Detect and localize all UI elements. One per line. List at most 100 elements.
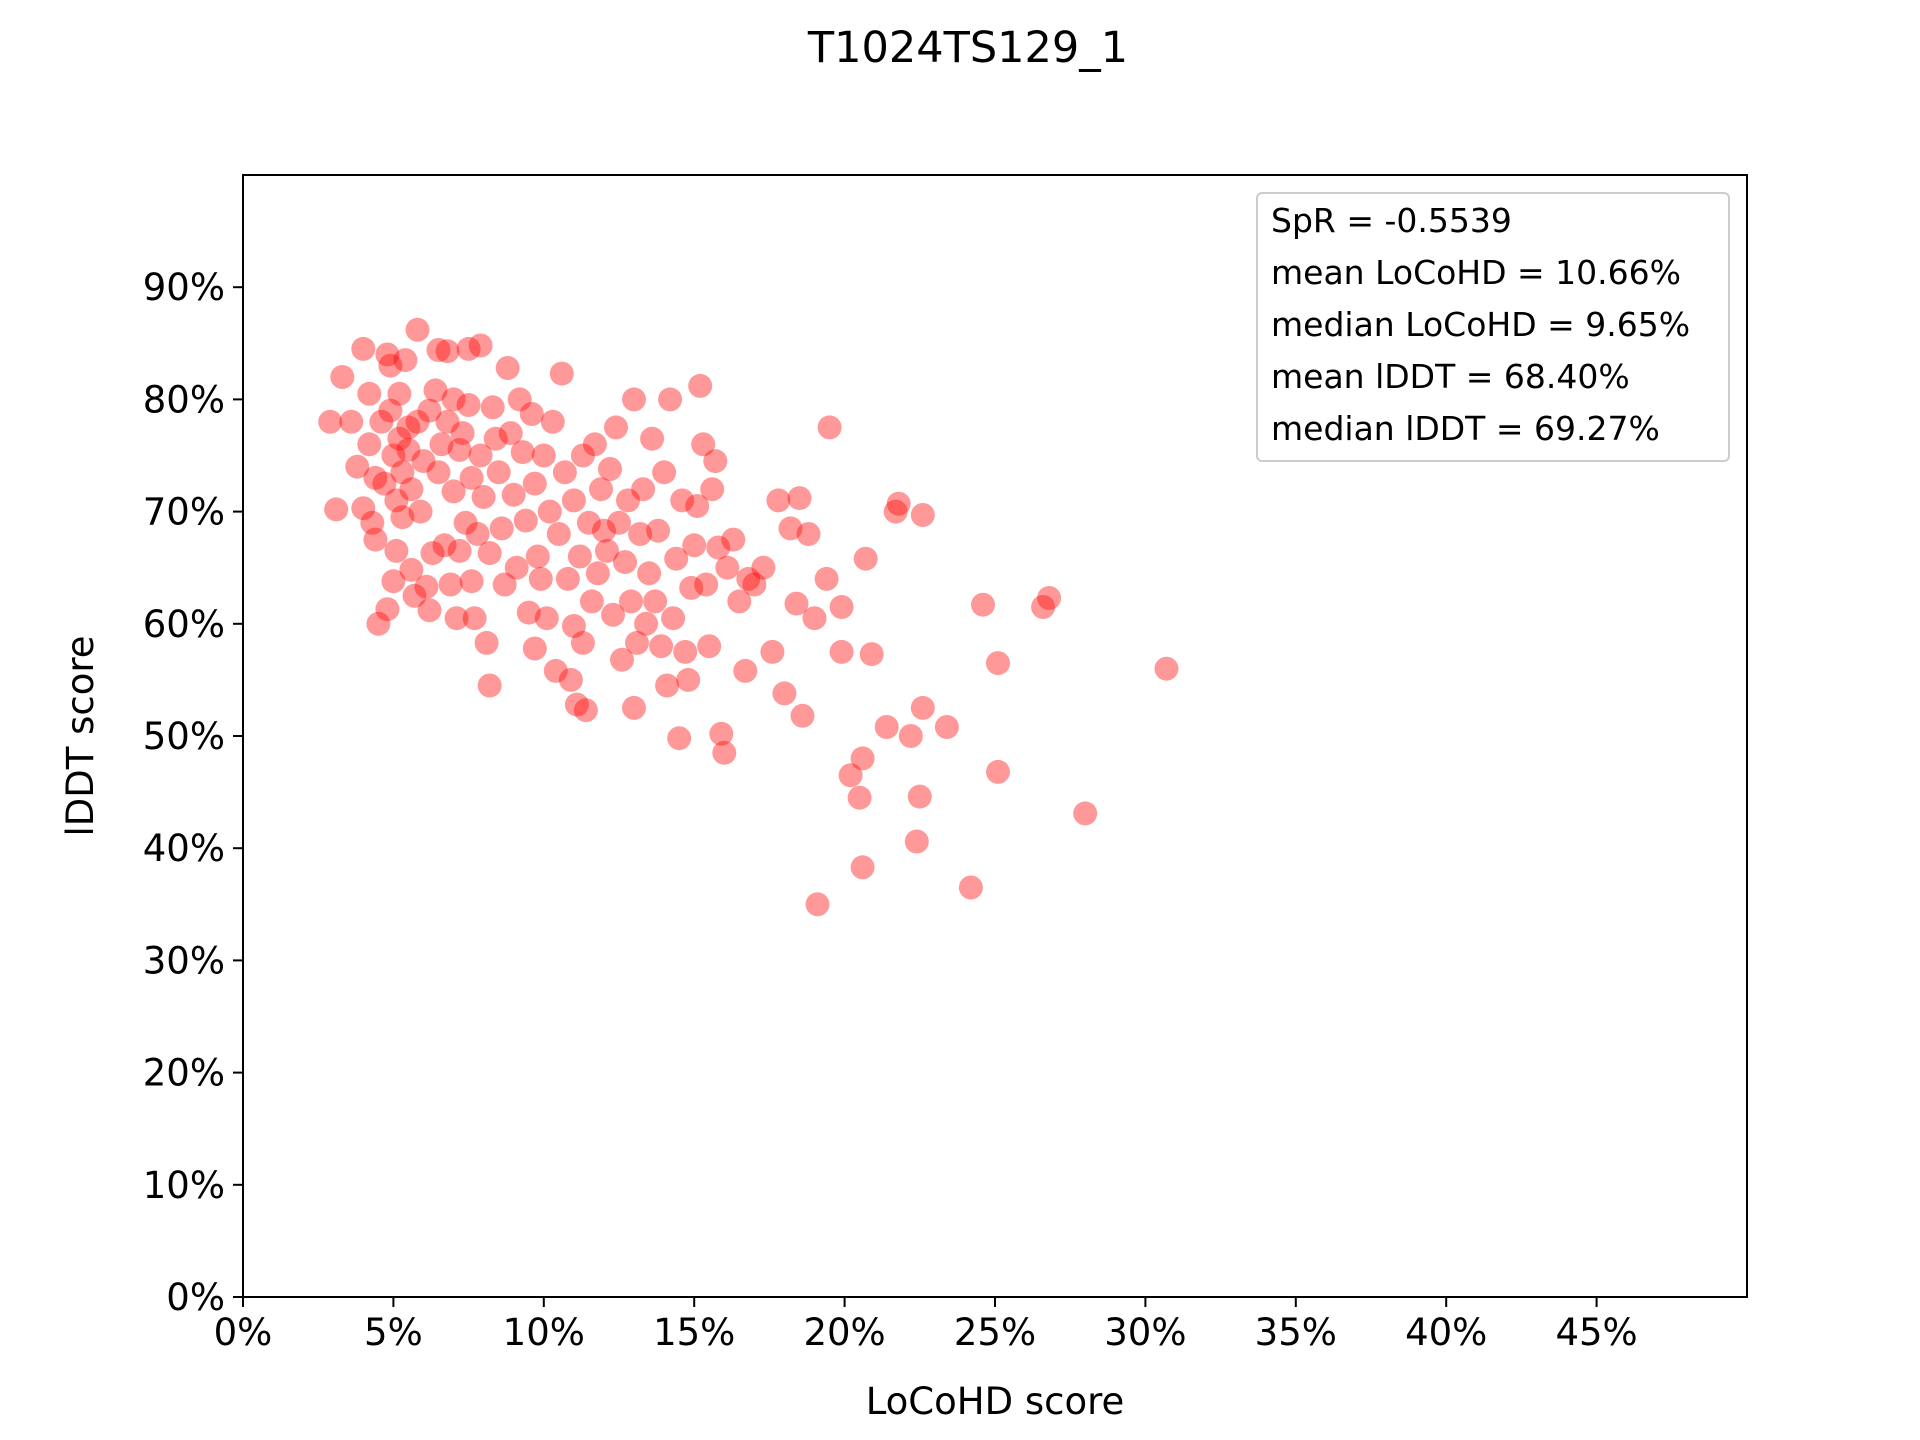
x-tick-label-3: 15% <box>653 1311 735 1354</box>
data-point-97 <box>561 488 586 513</box>
data-point-180 <box>898 724 923 748</box>
data-point-24 <box>387 426 412 451</box>
data-point-184 <box>910 503 935 527</box>
data-point-11 <box>363 465 388 490</box>
data-point-140 <box>685 494 710 518</box>
data-point-123 <box>634 611 659 636</box>
data-point-172 <box>847 785 872 810</box>
data-point-32 <box>402 583 427 608</box>
data-point-6 <box>351 496 376 521</box>
data-point-75 <box>501 482 526 507</box>
data-point-155 <box>742 572 767 597</box>
data-point-80 <box>516 600 541 625</box>
data-point-139 <box>682 533 707 558</box>
data-point-9 <box>360 510 385 535</box>
data-point-91 <box>546 522 571 546</box>
x-tick-label-5: 25% <box>954 1311 1036 1354</box>
data-point-44 <box>429 432 454 457</box>
data-point-100 <box>570 443 595 468</box>
data-point-92 <box>549 361 574 386</box>
data-point-12 <box>366 611 391 636</box>
data-point-158 <box>766 488 791 513</box>
data-point-176 <box>859 642 884 667</box>
data-point-76 <box>504 555 529 580</box>
data-point-33 <box>405 317 430 342</box>
data-point-144 <box>697 634 722 659</box>
data-point-177 <box>874 715 899 739</box>
data-point-127 <box>646 518 671 543</box>
x-tick-label-7: 35% <box>1255 1311 1337 1354</box>
data-point-73 <box>495 356 520 380</box>
data-point-8 <box>357 381 382 406</box>
data-point-109 <box>595 538 619 563</box>
data-point-90 <box>543 658 568 683</box>
data-point-42 <box>426 338 451 362</box>
data-point-15 <box>375 597 400 622</box>
y-tick-label-6: 60% <box>143 603 225 646</box>
y-tick-label-1: 10% <box>143 1164 225 1207</box>
data-point-135 <box>670 488 695 513</box>
data-point-60 <box>462 606 487 631</box>
data-point-148 <box>709 721 734 746</box>
data-point-29 <box>396 437 421 462</box>
data-point-62 <box>468 333 493 358</box>
data-point-14 <box>372 471 397 496</box>
data-point-171 <box>838 763 863 788</box>
data-point-25 <box>390 505 415 530</box>
data-point-19 <box>381 443 406 468</box>
chart-title: T1024TS129_1 <box>807 23 1128 73</box>
data-point-88 <box>537 499 562 524</box>
data-point-46 <box>435 339 460 364</box>
y-axis-label: lDDT score <box>59 635 102 836</box>
data-point-192 <box>1073 801 1098 826</box>
data-point-107 <box>589 477 613 502</box>
data-point-50 <box>441 479 466 504</box>
data-point-173 <box>850 855 875 880</box>
y-axis-ticks: 0% 10% 20% 30% 40% 50% 60% 70% 80% 90% <box>143 266 243 1319</box>
data-point-187 <box>971 592 995 617</box>
y-tick-label-4: 40% <box>143 827 225 870</box>
data-point-83 <box>522 636 547 661</box>
data-point-94 <box>555 566 580 591</box>
data-point-145 <box>700 477 725 502</box>
data-point-114 <box>610 647 634 672</box>
data-point-48 <box>438 572 463 597</box>
data-point-167 <box>814 566 839 591</box>
data-point-13 <box>369 409 394 434</box>
data-point-7 <box>357 432 382 457</box>
stats-spr: SpR = -0.5539 <box>1271 201 1512 240</box>
data-point-174 <box>850 746 875 771</box>
data-point-136 <box>673 639 698 664</box>
data-point-85 <box>528 566 553 591</box>
x-tick-label-0: 0% <box>214 1311 273 1354</box>
data-point-72 <box>492 572 517 597</box>
data-point-179 <box>886 491 911 516</box>
data-point-101 <box>570 630 595 655</box>
x-tick-label-4: 20% <box>803 1311 885 1354</box>
data-point-131 <box>658 387 683 412</box>
data-point-30 <box>399 557 424 582</box>
data-point-20 <box>381 569 406 594</box>
x-axis-ticks: 0% 5% 10% 15% 20% 25% 30% 35% 40% 45% <box>214 1297 1638 1354</box>
data-point-55 <box>453 510 478 535</box>
data-point-169 <box>829 639 854 664</box>
data-point-190 <box>1031 595 1056 619</box>
data-point-111 <box>601 602 625 627</box>
data-point-149 <box>712 740 737 765</box>
data-point-16 <box>375 342 400 367</box>
data-point-96 <box>561 614 586 638</box>
data-point-128 <box>649 634 674 659</box>
data-point-125 <box>640 426 665 451</box>
data-point-82 <box>522 471 547 496</box>
data-point-77 <box>507 387 532 412</box>
data-point-191 <box>1037 586 1062 610</box>
x-tick-label-6: 30% <box>1104 1311 1186 1354</box>
data-point-1 <box>324 497 349 522</box>
data-point-115 <box>613 550 637 575</box>
data-point-124 <box>637 561 662 586</box>
y-tick-label-3: 30% <box>143 939 225 982</box>
data-point-65 <box>474 630 499 655</box>
data-point-64 <box>471 485 496 509</box>
data-point-102 <box>573 698 598 723</box>
